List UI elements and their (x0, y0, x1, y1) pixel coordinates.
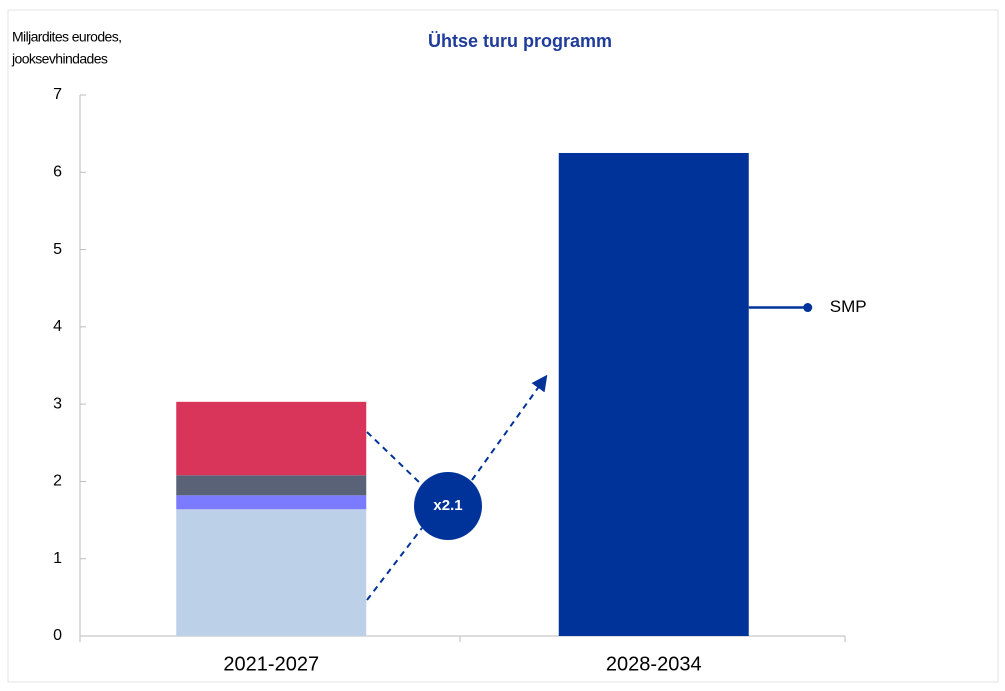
bar-segment (558, 152, 749, 636)
y-axis-label: jooksevhindades (11, 51, 108, 67)
y-axis-label: Miljardites eurodes, (12, 29, 121, 45)
x-axis-ticks (79, 636, 846, 642)
y-tick-label: 0 (53, 627, 62, 644)
x-tick-label: 2021-2027 (223, 653, 319, 675)
y-tick-label: 5 (53, 241, 62, 258)
bar-segment (176, 495, 367, 510)
y-tick-label: 4 (53, 318, 62, 335)
bar-segment (176, 475, 367, 496)
y-tick-label: 6 (53, 164, 62, 181)
y-tick-label: 2 (53, 473, 62, 490)
y-tick-label: 1 (53, 550, 62, 567)
annotation: x2.1 (433, 497, 462, 514)
chart-title: Ühtse turu programm (428, 31, 612, 51)
legend-label: SMP (830, 297, 867, 316)
x-tick-label: 2028-2034 (606, 653, 702, 675)
legend-dot (803, 303, 813, 313)
y-tick-label: 7 (53, 86, 62, 103)
bar-segment (176, 401, 367, 476)
y-tick-label: 3 (53, 395, 62, 412)
chart-border (7, 9, 999, 683)
bar-segment (176, 509, 367, 636)
annotation-circle (414, 472, 482, 540)
growth-arrows (366, 374, 548, 601)
